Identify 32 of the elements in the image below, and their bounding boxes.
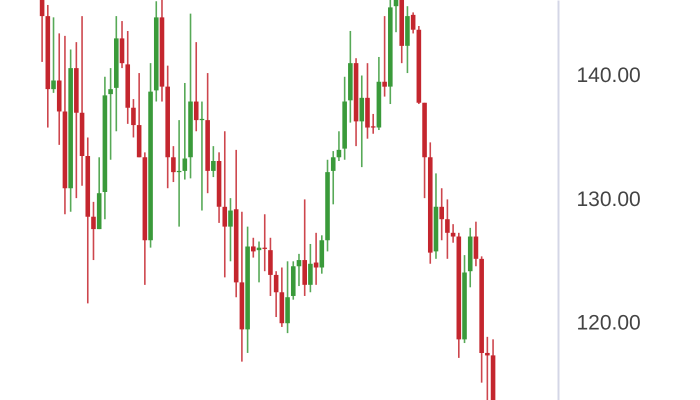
candlestick bbox=[222, 130, 228, 278]
candlestick bbox=[410, 12, 416, 34]
candlestick bbox=[336, 130, 342, 162]
candlestick bbox=[211, 145, 216, 178]
candlestick bbox=[262, 213, 268, 272]
y-tick-label: 130.00 bbox=[576, 188, 641, 211]
candlestick bbox=[182, 82, 188, 180]
candlestick bbox=[359, 74, 364, 168]
candlestick bbox=[314, 232, 318, 286]
candlestick bbox=[171, 145, 176, 183]
candlestick bbox=[330, 150, 336, 206]
candlestick bbox=[251, 236, 256, 258]
candlestick bbox=[382, 15, 387, 98]
candlestick bbox=[394, 0, 398, 33]
candlestick bbox=[450, 223, 456, 244]
candlestick bbox=[308, 243, 313, 294]
candlestick bbox=[51, 16, 56, 94]
candlestick bbox=[296, 253, 302, 287]
candlestick bbox=[228, 197, 233, 262]
candlestick bbox=[91, 201, 96, 261]
y-tick-label: 120.00 bbox=[576, 312, 641, 335]
candlestick bbox=[474, 220, 478, 268]
candlestick bbox=[445, 198, 450, 260]
y-tick-label: 140.00 bbox=[576, 64, 641, 88]
candlestick bbox=[274, 270, 278, 318]
candlestick bbox=[439, 187, 444, 242]
candlestick bbox=[131, 98, 136, 138]
candlestick bbox=[256, 240, 262, 284]
candlestick bbox=[40, 0, 44, 63]
candlestick bbox=[108, 67, 113, 161]
candlestick bbox=[194, 41, 199, 132]
candlestick bbox=[485, 336, 490, 400]
